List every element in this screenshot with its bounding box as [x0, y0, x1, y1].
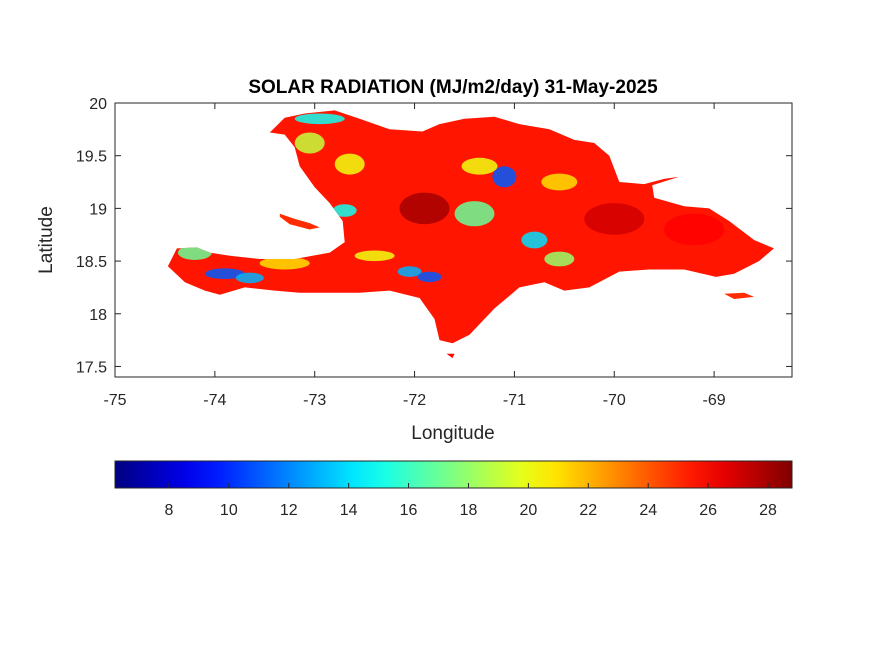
landmass-saona-island: [724, 292, 755, 299]
chart-title: SOLAR RADIATION (MJ/m2/day) 31-May-2025: [248, 77, 658, 98]
plot-axes-box: [114, 102, 793, 378]
colorbar-tick-label: 24: [639, 502, 657, 519]
y-axis-label: Latitude: [36, 206, 57, 274]
colorbar-tick-label: 26: [699, 502, 717, 519]
radiation-patches: [177, 113, 725, 284]
y-tick-label: 17.5: [76, 359, 107, 376]
x-axis: -75 -74 -73 -72 -71 -70 -69: [103, 103, 726, 409]
colorbar-gradient: [114, 460, 793, 489]
radiation-patch: [584, 203, 645, 235]
colorbar-tick-label: 10: [220, 502, 238, 519]
radiation-patch: [521, 231, 548, 249]
landmass-beata-island: [446, 353, 455, 358]
y-axis: 17.5 18 18.5 19 19.5 20: [76, 96, 792, 376]
y-tick-label: 19.5: [76, 149, 107, 166]
solar-radiation-map: [167, 110, 774, 358]
landmass-gonave-island: [279, 213, 320, 230]
radiation-patch: [544, 251, 575, 267]
colorbar-tick-label: 20: [519, 502, 537, 519]
radiation-patch: [397, 266, 422, 277]
colorbar-tick-label: 28: [759, 502, 777, 519]
y-tick-label: 18: [89, 307, 107, 324]
y-tick-label: 20: [89, 96, 107, 113]
radiation-patch: [204, 268, 245, 280]
radiation-patch: [399, 192, 450, 225]
x-tick-label: -69: [703, 392, 726, 409]
radiation-patch: [294, 132, 325, 154]
colorbar: 8 10 12 14 16 18 20 22 24 26 28: [114, 460, 793, 519]
radiation-patch: [664, 213, 725, 246]
colorbar-ticks: 8 10 12 14 16 18 20 22 24 26 28: [164, 483, 777, 519]
radiation-patch: [492, 166, 517, 188]
colorbar-tick-label: 14: [340, 502, 358, 519]
radiation-patch: [334, 153, 365, 175]
y-tick-label: 18.5: [76, 254, 107, 271]
radiation-patch: [332, 204, 357, 217]
landmass-island: [167, 110, 774, 344]
colorbar-tick-label: 12: [280, 502, 298, 519]
radiation-patch: [259, 256, 310, 270]
radiation-patch: [461, 157, 498, 175]
x-axis-label: Longitude: [411, 423, 494, 444]
radiation-patch: [541, 173, 578, 191]
radiation-patch: [294, 113, 345, 125]
x-tick-label: -73: [303, 392, 326, 409]
colorbar-tick-label: 8: [164, 502, 173, 519]
x-tick-label: -74: [203, 392, 226, 409]
x-tick-label: -70: [603, 392, 626, 409]
radiation-patch: [417, 271, 442, 283]
x-tick-label: -72: [403, 392, 426, 409]
x-tick-label: -71: [503, 392, 526, 409]
colorbar-tick-label: 16: [400, 502, 418, 519]
radiation-patch: [454, 201, 495, 227]
x-tick-label: -75: [103, 392, 126, 409]
colorbar-tick-label: 18: [460, 502, 478, 519]
radiation-patch: [354, 250, 395, 262]
colorbar-tick-label: 22: [579, 502, 597, 519]
radiation-patch: [235, 272, 264, 284]
y-tick-label: 19: [89, 201, 107, 218]
